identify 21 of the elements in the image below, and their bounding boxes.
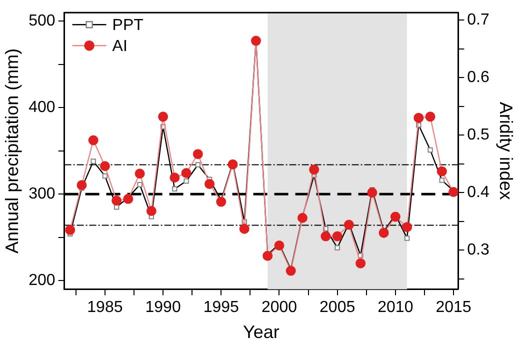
y-tick-label: 200 [28, 272, 56, 289]
x-tick-label: 1990 [145, 299, 181, 316]
y2-tick-label: 0.7 [467, 11, 490, 28]
x-tick-label: 2010 [378, 299, 414, 316]
x-tick-label: 1995 [203, 299, 240, 316]
x-tick-label: 2000 [261, 299, 298, 316]
y-tick-label: 300 [28, 186, 56, 203]
y2-tick-label: 0.4 [467, 184, 490, 201]
x-tick-label: 1985 [87, 299, 123, 316]
y2-axis-title: Aridity index [496, 102, 516, 200]
y2-tick-label: 0.5 [467, 126, 490, 144]
legend-label: AI [112, 38, 128, 56]
x-tick-label: 2005 [320, 299, 356, 316]
legend-label: PPT [112, 17, 144, 34]
y-axis-title: Annual precipitation (mm) [2, 48, 22, 254]
x-tick-label: 2015 [436, 299, 472, 316]
y2-tick-label: 0.6 [467, 68, 490, 86]
y-tick-label: 500 [28, 12, 56, 30]
y2-tick-label: 0.3 [467, 242, 490, 259]
x-axis-title: Year [243, 322, 280, 342]
y-tick-label: 400 [28, 99, 56, 116]
